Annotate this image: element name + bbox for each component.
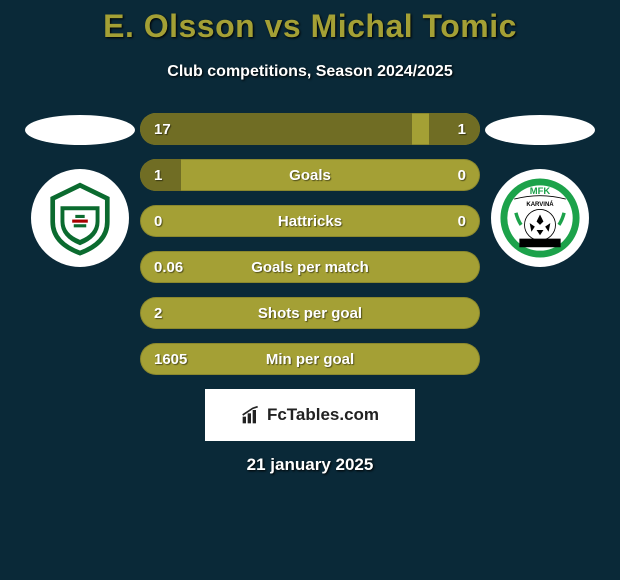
stat-label: Hattricks [140,213,480,230]
stat-value-left: 2 [154,305,162,322]
stat-value-right: 0 [458,167,466,184]
stats-column: 17Matches11Goals00Hattricks00.06Goals pe… [140,113,480,375]
subtitle: Club competitions, Season 2024/2025 [0,63,620,81]
stat-label: Min per goal [140,351,480,368]
lechia-gdansk-badge [31,169,129,267]
stat-row: 0Hattricks0 [140,205,480,237]
main-area: 17Matches11Goals00Hattricks00.06Goals pe… [0,113,620,375]
comparison-card: E. Olsson vs Michal Tomic Club competiti… [0,0,620,475]
mfk-karvina-badge: MFK KARVINÁ [491,169,589,267]
stat-value-left: 0 [154,213,162,230]
stat-fill-left [140,113,412,145]
svg-text:KARVINÁ: KARVINÁ [526,201,554,208]
stat-value-right: 1 [458,121,466,138]
stat-value-left: 0.06 [154,259,183,276]
stat-row: 0.06Goals per match [140,251,480,283]
club-crest-left-icon [41,179,119,257]
stat-row: 1Goals0 [140,159,480,191]
stat-value-left: 17 [154,121,171,138]
club-crest-right-icon: MFK KARVINÁ [497,175,583,261]
stat-row: 17Matches1 [140,113,480,145]
stat-row: 2Shots per goal [140,297,480,329]
left-side [20,113,140,267]
player-silhouette-left [25,115,135,145]
fctables-watermark[interactable]: FcTables.com [205,389,415,441]
stat-fill-right [429,113,480,145]
player-silhouette-right [485,115,595,145]
stat-label: Goals [140,167,480,184]
stat-value-right: 0 [458,213,466,230]
stat-value-left: 1 [154,167,162,184]
date-label: 21 january 2025 [0,455,620,475]
fctables-label: FcTables.com [267,405,379,425]
fctables-logo-icon [241,405,261,425]
stat-label: Goals per match [140,259,480,276]
page-title: E. Olsson vs Michal Tomic [0,8,620,45]
stat-row: 1605Min per goal [140,343,480,375]
stat-value-left: 1605 [154,351,187,368]
right-side: MFK KARVINÁ [480,113,600,267]
stat-label: Shots per goal [140,305,480,322]
